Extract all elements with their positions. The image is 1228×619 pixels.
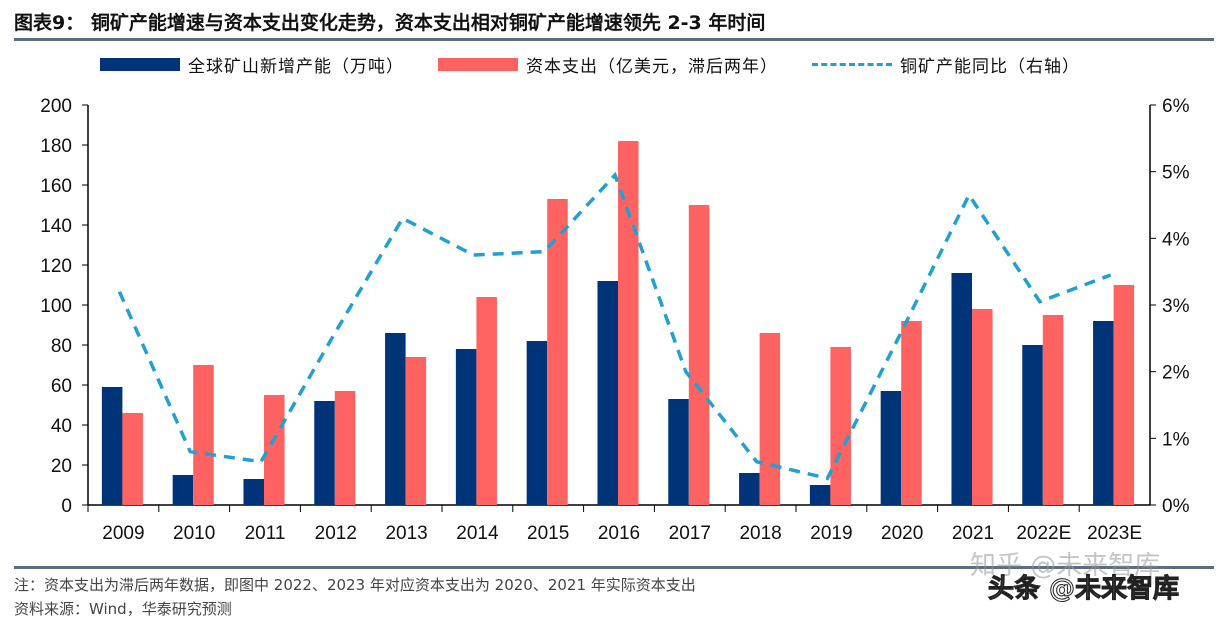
- bar-capacity: [668, 399, 689, 505]
- x-tick-label: 2021: [952, 523, 994, 544]
- y-right-tick-label: 6%: [1162, 96, 1190, 117]
- bar-capacity: [597, 281, 618, 505]
- bar-capacity: [810, 485, 831, 505]
- y-left-tick-label: 0: [61, 496, 72, 517]
- y-right-tick-label: 4%: [1162, 229, 1190, 250]
- x-tick-label: 2023E: [1087, 523, 1142, 544]
- y-right-tick-label: 5%: [1162, 163, 1190, 184]
- y-left-tick-label: 140: [40, 216, 72, 237]
- bar-capex: [476, 297, 497, 505]
- bar-capex: [972, 309, 993, 505]
- y-left-tick-label: 60: [51, 376, 72, 397]
- bar-capacity: [102, 387, 123, 505]
- y-right-tick-label: 1%: [1162, 429, 1190, 450]
- bar-capacity: [739, 473, 760, 505]
- bar-capex: [406, 357, 427, 505]
- y-right-tick-label: 2%: [1162, 363, 1190, 384]
- watermark-toutiao: 头条 @未来智库: [988, 568, 1179, 605]
- bar-capex: [830, 347, 851, 505]
- bar-capacity: [314, 401, 335, 505]
- x-tick-label: 2017: [669, 523, 711, 544]
- bar-capex: [1043, 315, 1064, 505]
- bar-capex: [264, 395, 285, 505]
- x-tick-label: 2016: [598, 523, 640, 544]
- y-left-tick-label: 160: [40, 176, 72, 197]
- bar-capex: [901, 321, 922, 505]
- x-tick-label: 2018: [739, 523, 781, 544]
- x-tick-label: 2013: [385, 523, 427, 544]
- x-tick-label: 2020: [881, 523, 923, 544]
- bar-capacity: [173, 475, 194, 505]
- bar-capex: [122, 413, 143, 505]
- y-left-tick-label: 20: [51, 456, 72, 477]
- x-tick-label: 2015: [527, 523, 569, 544]
- x-tick-label: 2012: [315, 523, 357, 544]
- bar-capacity: [1022, 345, 1043, 505]
- x-tick-label: 2014: [456, 523, 499, 544]
- bar-capacity: [385, 333, 406, 505]
- bar-capex: [689, 205, 710, 505]
- bar-capex: [760, 333, 781, 505]
- bar-capacity: [456, 349, 477, 505]
- y-left-tick-label: 40: [51, 416, 72, 437]
- y-right-tick-label: 3%: [1162, 296, 1190, 317]
- y-left-tick-label: 200: [40, 96, 72, 117]
- chart-svg: 0 20 40 60 80 100 120 140 160 180 200 0% 1% 2% 3% 4% 5% 6…: [0, 0, 1228, 560]
- x-tick-label: 2010: [173, 523, 215, 544]
- bar-capacity: [527, 341, 548, 505]
- bar-capex: [335, 391, 356, 505]
- bar-capex: [1114, 285, 1135, 505]
- x-tick-label: 2022E: [1016, 523, 1071, 544]
- bar-capex: [193, 365, 214, 505]
- source-note: 资料来源：Wind，华泰研究预测: [14, 598, 232, 619]
- bar-capacity: [951, 273, 972, 505]
- x-tick-label: 2019: [810, 523, 852, 544]
- footnote: 注：资本支出为滞后两年数据，即图中 2022、2023 年对应资本支出为 202…: [14, 574, 696, 595]
- bar-capacity: [1093, 321, 1114, 505]
- y-left-tick-label: 180: [40, 136, 72, 157]
- y-left-tick-label: 100: [40, 296, 72, 317]
- y-right-tick-label: 0%: [1162, 496, 1190, 517]
- bar-capacity: [881, 391, 902, 505]
- x-tick-label: 2009: [102, 523, 144, 544]
- y-left-tick-label: 120: [40, 256, 72, 277]
- y-left-tick-label: 80: [51, 336, 72, 357]
- bar-capacity: [243, 479, 264, 505]
- x-tick-label: 2011: [245, 523, 286, 544]
